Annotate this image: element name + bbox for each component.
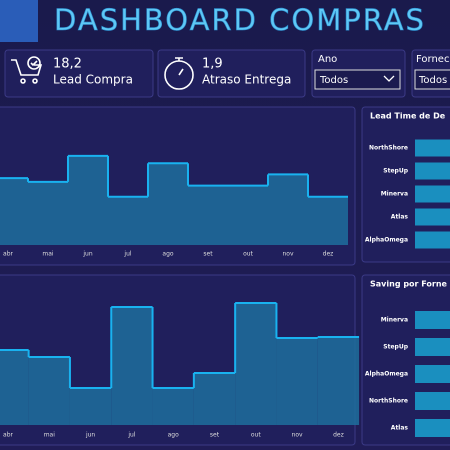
logo-block bbox=[0, 0, 38, 42]
y-tick-label: Minerva bbox=[381, 191, 408, 198]
bar bbox=[415, 419, 450, 437]
area-step bbox=[152, 388, 194, 425]
bar bbox=[415, 392, 450, 410]
area-step bbox=[268, 174, 308, 245]
y-tick-label: NorthShore bbox=[369, 145, 408, 152]
x-tick-label: mai bbox=[42, 251, 54, 258]
kpi-card bbox=[157, 49, 306, 98]
y-tick-label: StepUp bbox=[383, 344, 408, 351]
kpi-label: Atraso Entrega bbox=[202, 73, 291, 87]
area-step bbox=[0, 178, 28, 245]
x-tick-label: out bbox=[251, 432, 261, 439]
kpi-value: 18,2 bbox=[53, 57, 82, 72]
area-step bbox=[108, 196, 148, 245]
x-tick-label: jul bbox=[127, 432, 135, 439]
area-step bbox=[0, 350, 29, 425]
dropdown[interactable] bbox=[314, 69, 401, 90]
bar bbox=[415, 311, 450, 329]
bar bbox=[415, 162, 450, 180]
area-step bbox=[317, 337, 360, 425]
area-step bbox=[68, 155, 108, 245]
x-tick-label: jun bbox=[85, 432, 95, 439]
dropdown-value: Todos bbox=[418, 75, 447, 86]
y-tick-label: Atlas bbox=[391, 425, 409, 432]
stopwatch-icon bbox=[164, 57, 194, 90]
area-step bbox=[69, 388, 112, 425]
area-step bbox=[188, 185, 228, 245]
bar bbox=[415, 365, 450, 383]
x-tick-label: ago bbox=[168, 432, 179, 439]
dropdown-chevron bbox=[383, 75, 395, 82]
filter-label: Fornec bbox=[416, 54, 449, 65]
kpi-value: 1,9 bbox=[202, 57, 223, 72]
area-step bbox=[148, 163, 188, 245]
bar bbox=[415, 185, 450, 203]
chart-title: Lead Time de De bbox=[370, 112, 446, 121]
x-tick-label: nov bbox=[292, 432, 303, 439]
bar bbox=[415, 208, 450, 226]
x-tick-label: dez bbox=[323, 251, 334, 258]
area-step bbox=[111, 307, 153, 425]
x-tick-label: dez bbox=[333, 432, 344, 439]
chart-title: Saving por Forne bbox=[370, 280, 448, 289]
kpi-label: Lead Compra bbox=[53, 73, 133, 87]
y-tick-label: Minerva bbox=[381, 317, 408, 324]
area-step bbox=[193, 373, 236, 425]
y-tick-label: Atlas bbox=[391, 214, 409, 221]
area-step bbox=[308, 196, 348, 245]
y-tick-label: AlphaOmega bbox=[365, 371, 408, 378]
area-step bbox=[228, 185, 268, 245]
x-tick-label: out bbox=[243, 251, 253, 258]
kpi-card bbox=[4, 49, 154, 98]
area-step bbox=[235, 303, 277, 425]
y-tick-label: NorthShore bbox=[369, 398, 408, 405]
x-tick-label: ago bbox=[162, 251, 173, 258]
dropdown-value: Todos bbox=[319, 75, 348, 86]
x-tick-label: nov bbox=[282, 251, 293, 258]
bar bbox=[415, 338, 450, 356]
x-tick-label: set bbox=[210, 432, 220, 439]
filter-label: Ano bbox=[318, 54, 337, 65]
dashboard-title: DASHBOARD COMPRAS bbox=[54, 3, 426, 37]
y-tick-label: AlphaOmega bbox=[365, 237, 408, 244]
x-tick-label: abr bbox=[3, 432, 13, 439]
x-tick-label: abr bbox=[3, 251, 13, 258]
y-tick-label: StepUp bbox=[383, 168, 408, 175]
bar bbox=[415, 231, 450, 249]
area-step bbox=[28, 357, 70, 425]
bar bbox=[415, 139, 450, 157]
x-tick-label: jun bbox=[82, 251, 92, 258]
x-tick-label: jul bbox=[123, 251, 131, 258]
area-step bbox=[276, 338, 318, 425]
dropdown[interactable] bbox=[414, 69, 450, 90]
area-step bbox=[28, 181, 68, 245]
x-tick-label: set bbox=[203, 251, 213, 258]
x-tick-label: mai bbox=[44, 432, 56, 439]
cart-icon bbox=[11, 56, 43, 84]
